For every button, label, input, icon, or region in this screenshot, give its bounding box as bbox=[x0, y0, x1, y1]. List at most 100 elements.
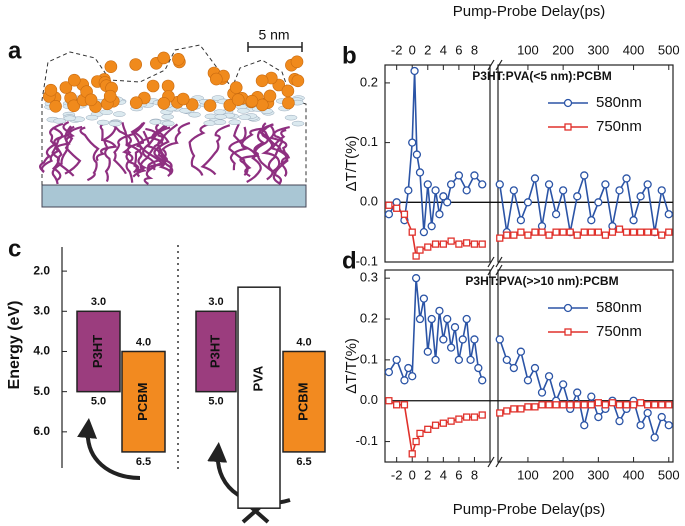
marker bbox=[665, 228, 673, 236]
pcbm-particle bbox=[49, 100, 62, 113]
series-line bbox=[388, 70, 483, 233]
plot-frame bbox=[384, 269, 491, 463]
pcbm-particle bbox=[255, 74, 269, 88]
marker bbox=[384, 367, 394, 377]
polymer-chain bbox=[232, 123, 262, 183]
marker bbox=[393, 401, 401, 409]
x-tick-label: 0 bbox=[409, 467, 416, 482]
film-outline bbox=[41, 44, 307, 185]
x-tick-label: 2 bbox=[424, 42, 431, 57]
marker bbox=[650, 433, 659, 442]
axis-break bbox=[487, 456, 503, 468]
marker bbox=[545, 231, 553, 239]
marker bbox=[531, 403, 539, 411]
marker bbox=[573, 231, 581, 239]
marker bbox=[566, 228, 574, 236]
marker bbox=[404, 186, 413, 195]
marker bbox=[622, 228, 631, 236]
x-tick-label: 2 bbox=[424, 467, 431, 482]
pcbm-particle bbox=[291, 74, 305, 88]
legend-marker bbox=[563, 303, 573, 313]
marker bbox=[537, 388, 547, 397]
y-axis-label: ΔT/T(%) bbox=[343, 136, 360, 192]
legend-label: 750nm bbox=[596, 323, 642, 340]
marker bbox=[517, 228, 525, 236]
y-tick-label: 0.1 bbox=[360, 351, 378, 366]
y-tick-label: 6.0 bbox=[33, 424, 50, 438]
panel-letter: c bbox=[8, 235, 21, 262]
y-tick-label: 3.0 bbox=[33, 303, 50, 317]
level-label: 5.0 bbox=[91, 396, 106, 408]
polymer-chain bbox=[125, 130, 145, 183]
marker bbox=[658, 401, 666, 409]
marker bbox=[478, 240, 486, 248]
x-tick-label: 8 bbox=[471, 42, 478, 57]
x-tick-label: -2 bbox=[391, 467, 403, 482]
x-tick-label: 100 bbox=[517, 42, 539, 57]
pcbm-particle bbox=[210, 72, 223, 86]
pva-layer bbox=[63, 115, 77, 122]
marker bbox=[424, 243, 432, 251]
polymer-chain bbox=[95, 122, 118, 162]
marker bbox=[443, 198, 452, 207]
x-tick-label: 200 bbox=[552, 42, 574, 57]
y-tick-label: 4.0 bbox=[33, 344, 50, 358]
marker bbox=[431, 421, 440, 429]
pva-layer bbox=[228, 119, 242, 125]
marker bbox=[601, 401, 610, 409]
marker bbox=[408, 228, 416, 236]
polymer-chain bbox=[79, 126, 100, 182]
marker bbox=[573, 192, 582, 201]
x-tick-label: 4 bbox=[440, 42, 447, 57]
marker bbox=[496, 234, 504, 242]
marker bbox=[462, 314, 471, 324]
marker bbox=[392, 355, 401, 365]
axis-break bbox=[487, 256, 503, 268]
marker bbox=[510, 405, 518, 413]
pva-layer bbox=[284, 114, 298, 121]
x-tick-label: 400 bbox=[623, 42, 645, 57]
pva-layer bbox=[237, 108, 250, 114]
substrate bbox=[41, 184, 307, 208]
marker bbox=[509, 363, 518, 373]
polymer-chain bbox=[261, 122, 291, 164]
marker bbox=[544, 180, 554, 189]
marker bbox=[446, 180, 456, 189]
y-tick-label: -0.1 bbox=[356, 253, 378, 268]
marker bbox=[478, 376, 487, 385]
marker bbox=[435, 306, 444, 316]
marker bbox=[538, 401, 546, 409]
x-tick-label: -2 bbox=[391, 42, 403, 57]
marker bbox=[496, 409, 504, 417]
level-label: 6.5 bbox=[136, 456, 151, 468]
chart-title: P3HT:PVA(>>10 nm):PCBM bbox=[465, 274, 618, 288]
axis-break bbox=[487, 59, 503, 71]
marker bbox=[470, 413, 479, 421]
marker bbox=[423, 180, 432, 189]
pcbm-particle bbox=[84, 93, 98, 107]
y-tick-label: 0.3 bbox=[360, 270, 378, 285]
pva-layer bbox=[161, 114, 174, 120]
marker bbox=[463, 413, 471, 421]
marker bbox=[523, 376, 533, 385]
marker bbox=[424, 425, 432, 433]
marker bbox=[643, 180, 652, 189]
pva-layer bbox=[113, 111, 126, 117]
polymer-chain bbox=[229, 127, 267, 171]
axis-break bbox=[487, 264, 503, 276]
x-tick-label: 4 bbox=[440, 467, 447, 482]
legend-marker bbox=[564, 328, 572, 336]
panel-letter: a bbox=[8, 37, 22, 64]
series-line bbox=[388, 278, 483, 383]
marker bbox=[431, 186, 440, 195]
marker bbox=[400, 401, 409, 409]
pcbm-particle bbox=[44, 83, 58, 97]
marker bbox=[400, 376, 409, 385]
level-label: 3.0 bbox=[91, 296, 106, 308]
legend-marker bbox=[563, 98, 573, 108]
legend-label: 580nm bbox=[596, 299, 642, 316]
scale-label: 5 nm bbox=[258, 27, 289, 43]
marker bbox=[495, 180, 504, 189]
x-tick-label: 0 bbox=[409, 42, 416, 57]
y-tick-label: 0.2 bbox=[360, 310, 378, 325]
